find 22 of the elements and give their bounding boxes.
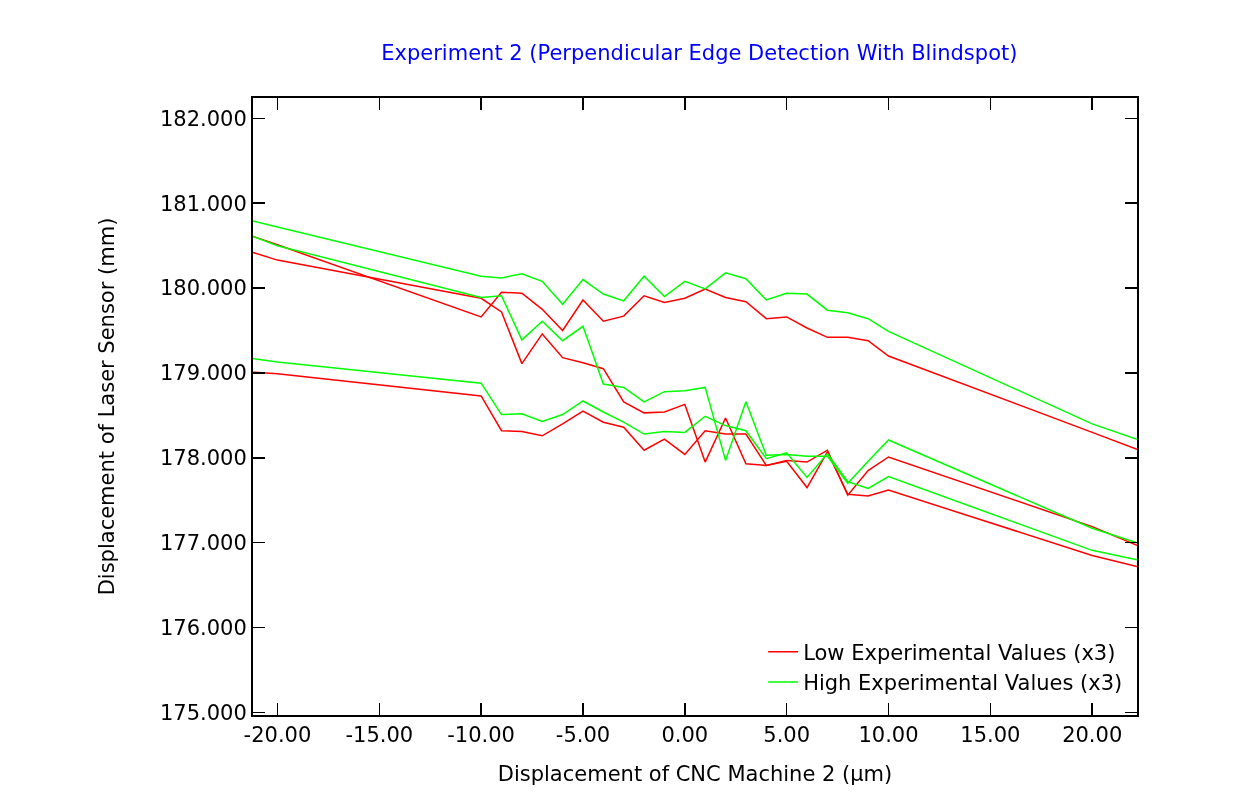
y-axis-title: Displacement of Laser Sensor (mm) bbox=[94, 217, 119, 596]
x-tick-label: 20.00 bbox=[1062, 723, 1123, 748]
y-tick-label: 181.000 bbox=[159, 191, 247, 216]
x-tick-label: -10.00 bbox=[447, 723, 515, 748]
legend-label: Low Experimental Values (x3) bbox=[803, 641, 1116, 665]
x-tick-label: 10.00 bbox=[858, 723, 919, 748]
y-tick-label: 180.000 bbox=[159, 276, 247, 301]
y-tick-label: 176.000 bbox=[159, 615, 247, 640]
x-tick-label: 5.00 bbox=[763, 723, 811, 748]
x-axis-title: Displacement of CNC Machine 2 (µm) bbox=[497, 761, 893, 786]
y-tick-label: 182.000 bbox=[159, 106, 247, 131]
x-tick-label: 0.00 bbox=[661, 723, 709, 748]
y-tick-label: 177.000 bbox=[159, 531, 247, 556]
y-tick-label: 178.000 bbox=[159, 446, 247, 471]
y-tick-label: 175.000 bbox=[159, 700, 247, 725]
x-tick-label: -15.00 bbox=[345, 723, 414, 748]
chart-title: Experiment 2 (Perpendicular Edge Detection With Blindspot) bbox=[381, 40, 1018, 65]
legend-label: High Experimental Values (x3) bbox=[803, 671, 1123, 696]
x-tick-label: -5.00 bbox=[555, 723, 611, 748]
y-tick-label: 179.000 bbox=[159, 361, 247, 386]
x-tick-label: -20.00 bbox=[243, 723, 312, 748]
x-tick-label: 15.00 bbox=[960, 723, 1021, 748]
